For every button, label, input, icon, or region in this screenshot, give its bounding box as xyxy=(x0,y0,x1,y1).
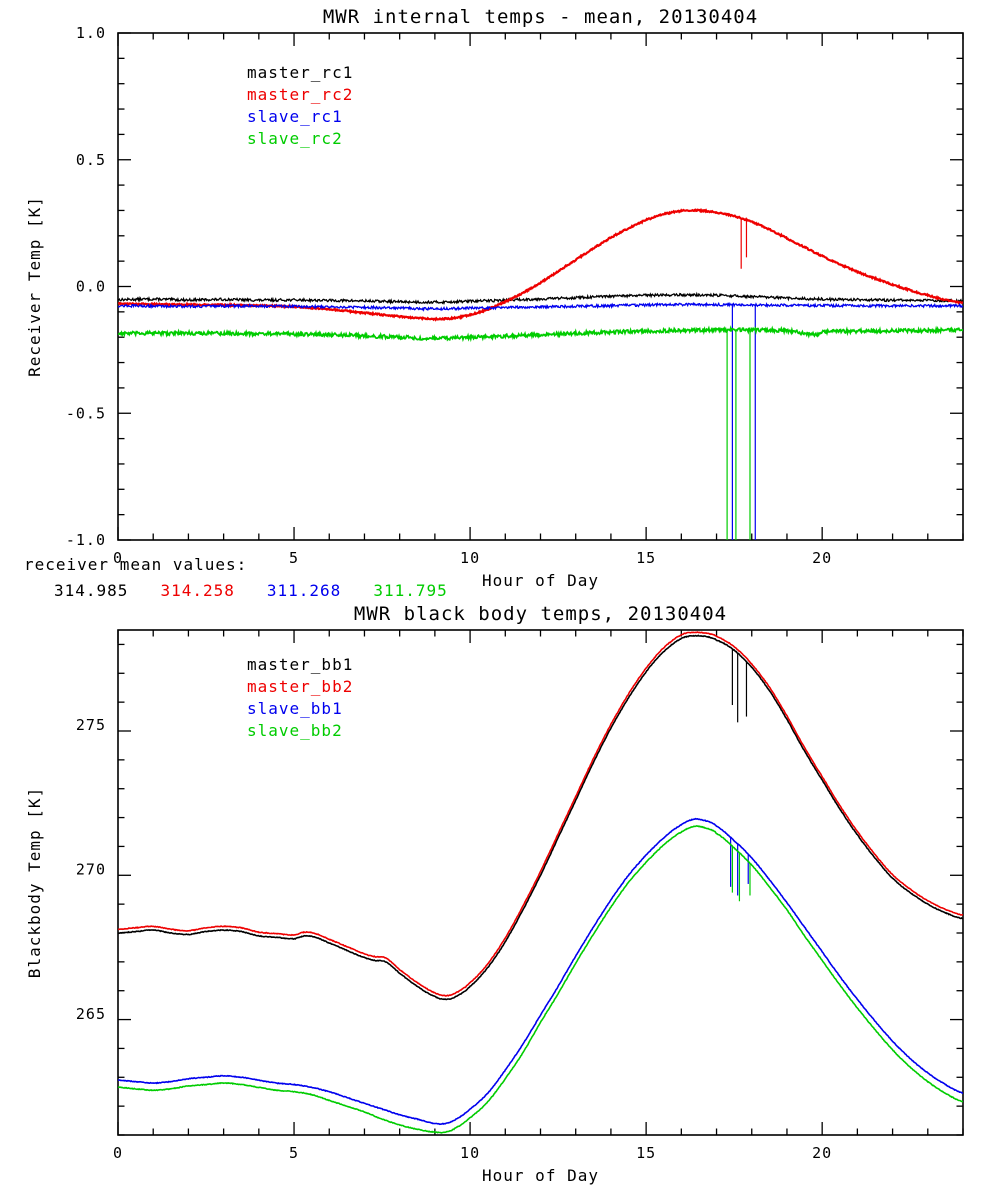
x-tick-label: 20 xyxy=(812,1144,832,1162)
plot-frame xyxy=(117,629,964,1136)
legend-entry-slave_bb2: slave_bb2 xyxy=(247,721,343,740)
chart-0: 0 5 10 15 20 -1.0 -0.5 0.0 0.5 1.0 MWR internal te… xyxy=(25,6,964,590)
series-group xyxy=(118,207,963,540)
x-axis-label: Hour of Day xyxy=(482,571,599,590)
axis-ticks xyxy=(117,32,964,541)
x-tick-label: 15 xyxy=(636,1144,656,1162)
plot-frame xyxy=(117,32,964,541)
x-tick-label: 10 xyxy=(460,1144,480,1162)
y-axis-label: Receiver Temp [K] xyxy=(25,196,44,377)
x-tick-label: 20 xyxy=(812,549,832,567)
chart-title: MWR black body temps, 20130404 xyxy=(354,603,727,625)
x-axis-label: Hour of Day xyxy=(482,1166,599,1185)
y-tick-label: 270 xyxy=(76,861,106,879)
receiver-mean-annotation: receiver mean values: 314.985 314.258 311.… xyxy=(24,552,480,604)
x-tick-label: 5 xyxy=(289,1144,299,1162)
y-tick-label: 275 xyxy=(76,716,106,734)
series-master_bb2 xyxy=(118,631,963,997)
receiver-mean-values: 314.985 314.258 311.268 311.795 xyxy=(54,578,480,604)
series-group xyxy=(118,631,963,1134)
y-tick-label: -1.0 xyxy=(66,531,106,549)
receiver-mean-value: 314.985 xyxy=(54,581,129,600)
chart-title: MWR internal temps - mean, 20130404 xyxy=(323,6,758,28)
x-tick-label: 0 xyxy=(113,1144,123,1162)
y-tick-label: -0.5 xyxy=(66,404,106,422)
y-tick-label: 0.5 xyxy=(76,151,106,169)
y-tick-label: 1.0 xyxy=(76,24,106,42)
series-slave_rc2 xyxy=(118,325,963,343)
y-tick-label: 0.0 xyxy=(76,278,106,296)
receiver-mean-value: 314.258 xyxy=(160,581,235,600)
receiver-mean-value: 311.268 xyxy=(266,581,342,600)
legend-entry-master_rc1: master_rc1 xyxy=(247,63,353,82)
series-master_bb1 xyxy=(118,634,963,1001)
x-tick-label: 0 xyxy=(113,549,123,567)
x-tick-label: 10 xyxy=(460,549,480,567)
y-axis-label: Blackbody Temp [K] xyxy=(25,787,44,978)
series-master_rc1 xyxy=(118,291,963,305)
receiver-mean-label: receiver mean values: xyxy=(24,555,248,574)
y-tick-label: 265 xyxy=(76,1005,106,1023)
legend-entry-slave_bb1: slave_bb1 xyxy=(247,699,343,718)
series-slave_rc1 xyxy=(118,301,963,312)
axis-ticks xyxy=(117,630,964,1136)
series-slave_bb2 xyxy=(118,825,963,1134)
legend-entry-slave_rc1: slave_rc1 xyxy=(247,107,343,126)
legend-entry-master_rc2: master_rc2 xyxy=(247,85,353,104)
legend-entry-master_bb1: master_bb1 xyxy=(247,655,353,674)
legend-entry-slave_rc2: slave_rc2 xyxy=(247,129,343,148)
x-tick-label: 5 xyxy=(289,549,299,567)
x-tick-label: 15 xyxy=(636,549,656,567)
series-master_rc2 xyxy=(118,207,963,322)
legend-entry-master_bb2: master_bb2 xyxy=(247,677,353,696)
chart-1: 0 5 10 15 20 265 270 275 MWR black body temps, 2… xyxy=(25,603,964,1185)
series-slave_bb1 xyxy=(118,817,963,1126)
receiver-mean-value: 311.795 xyxy=(373,581,448,600)
